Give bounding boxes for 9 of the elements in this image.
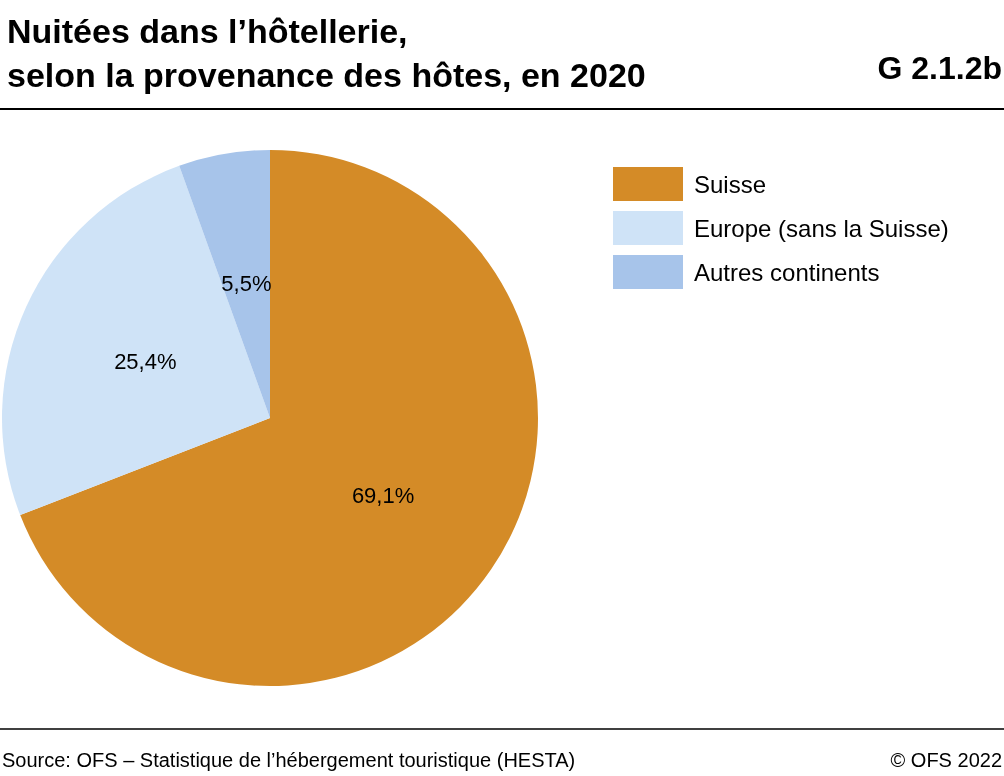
chart-title: Nuitées dans l’hôtellerie, selon la provenance des hôtes, en 2020 [7, 12, 646, 94]
source-note: Source: OFS – Statistique de l’hébergement touristique (HESTA) [2, 749, 576, 771]
data-label: 25,4% [114, 348, 177, 374]
text: G 2.1.2b [877, 50, 1002, 86]
legend-label: Suisse [694, 170, 767, 198]
data-label: 69,1% [351, 482, 415, 508]
legend-label: Europe (sans la Suisse) [694, 214, 949, 242]
legend-label: Autres continents [694, 258, 880, 286]
text: © OFS 2022 [890, 749, 1003, 771]
